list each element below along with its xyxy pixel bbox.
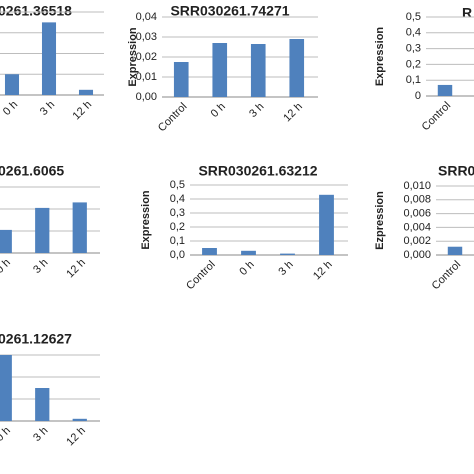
- x-tick-label: Control: [420, 100, 454, 134]
- x-tick-label: 0 h: [0, 257, 13, 276]
- x-tick-label: 0 h: [1, 99, 20, 118]
- x-tick-label: 3 h: [247, 101, 266, 120]
- y-tick-label: 0,1: [170, 235, 185, 247]
- y-tick-label: 0,0: [170, 249, 185, 261]
- bar: [4, 74, 20, 95]
- chart-title: 0261.6065: [0, 163, 64, 179]
- y-tick-label: 0,00: [136, 91, 157, 103]
- x-tick-label: 0 h: [0, 425, 13, 444]
- y-tick-label: 0,3: [170, 207, 185, 219]
- chart-title: 0261.36518: [0, 3, 72, 19]
- chart-title: 0261.12627: [0, 331, 72, 347]
- chart-title: SRR030261.63212: [198, 163, 317, 179]
- y-tick-label: 0,002: [403, 235, 431, 247]
- bar: [202, 248, 217, 255]
- bar: [72, 202, 87, 253]
- bar: [212, 43, 228, 97]
- x-tick-label: Control: [156, 101, 190, 135]
- x-tick-label: 3 h: [276, 259, 295, 278]
- bar: [289, 39, 305, 97]
- y-axis-label: Expression: [374, 27, 386, 87]
- bar: [0, 229, 12, 253]
- y-tick-label: 0,2: [406, 58, 421, 70]
- x-tick-label: 12 h: [311, 259, 335, 283]
- x-tick-label: 12 h: [281, 101, 305, 125]
- y-tick-label: 0: [415, 90, 421, 102]
- y-tick-label: 0,3: [406, 43, 421, 55]
- chart-title: SRR030261.74271: [170, 3, 289, 19]
- x-tick-label: 3 h: [31, 257, 50, 276]
- x-tick-label: 0 h: [237, 259, 256, 278]
- y-tick-label: 0,000: [403, 249, 431, 261]
- bar: [173, 62, 189, 97]
- bar: [78, 89, 94, 95]
- chart-title: R: [462, 5, 472, 21]
- bar: [250, 44, 266, 97]
- y-tick-label: 0,02: [136, 51, 157, 63]
- chart-title: SRR0: [438, 163, 474, 179]
- bar: [437, 84, 453, 96]
- y-axis-label: Expression: [127, 27, 139, 87]
- y-axis-label: Expression: [140, 190, 152, 250]
- x-tick-label: 12 h: [71, 99, 95, 123]
- x-tick-label: 3 h: [38, 99, 57, 118]
- x-tick-label: 12 h: [64, 425, 88, 449]
- y-tick-label: 0,01: [136, 71, 157, 83]
- y-tick-label: 0,010: [403, 180, 431, 192]
- y-tick-label: 0,04: [136, 11, 157, 23]
- y-tick-label: 0,006: [403, 208, 431, 220]
- y-tick-label: 0,4: [406, 27, 421, 39]
- x-tick-label: Control: [430, 259, 464, 293]
- y-tick-label: 0,1: [406, 74, 421, 86]
- bar: [0, 355, 12, 421]
- bar: [35, 207, 50, 253]
- bar: [41, 22, 57, 95]
- y-tick-label: 0,004: [403, 221, 431, 233]
- y-tick-label: 0,4: [170, 193, 185, 205]
- y-tick-label: 0,2: [170, 221, 185, 233]
- bar: [72, 418, 87, 421]
- bar: [319, 194, 334, 255]
- y-axis-label: Ezpression: [374, 191, 386, 250]
- bar: [35, 388, 50, 421]
- x-tick-label: Control: [184, 259, 218, 293]
- x-tick-label: 0 h: [209, 101, 228, 120]
- bar: [241, 250, 256, 255]
- y-tick-label: 0,03: [136, 31, 157, 43]
- y-tick-label: 0,5: [406, 11, 421, 23]
- bar: [280, 253, 295, 255]
- x-tick-label: 3 h: [31, 425, 50, 444]
- x-tick-label: 12 h: [64, 257, 88, 281]
- y-tick-label: 0,008: [403, 194, 431, 206]
- bar: [447, 246, 463, 255]
- y-tick-label: 0,5: [170, 179, 185, 191]
